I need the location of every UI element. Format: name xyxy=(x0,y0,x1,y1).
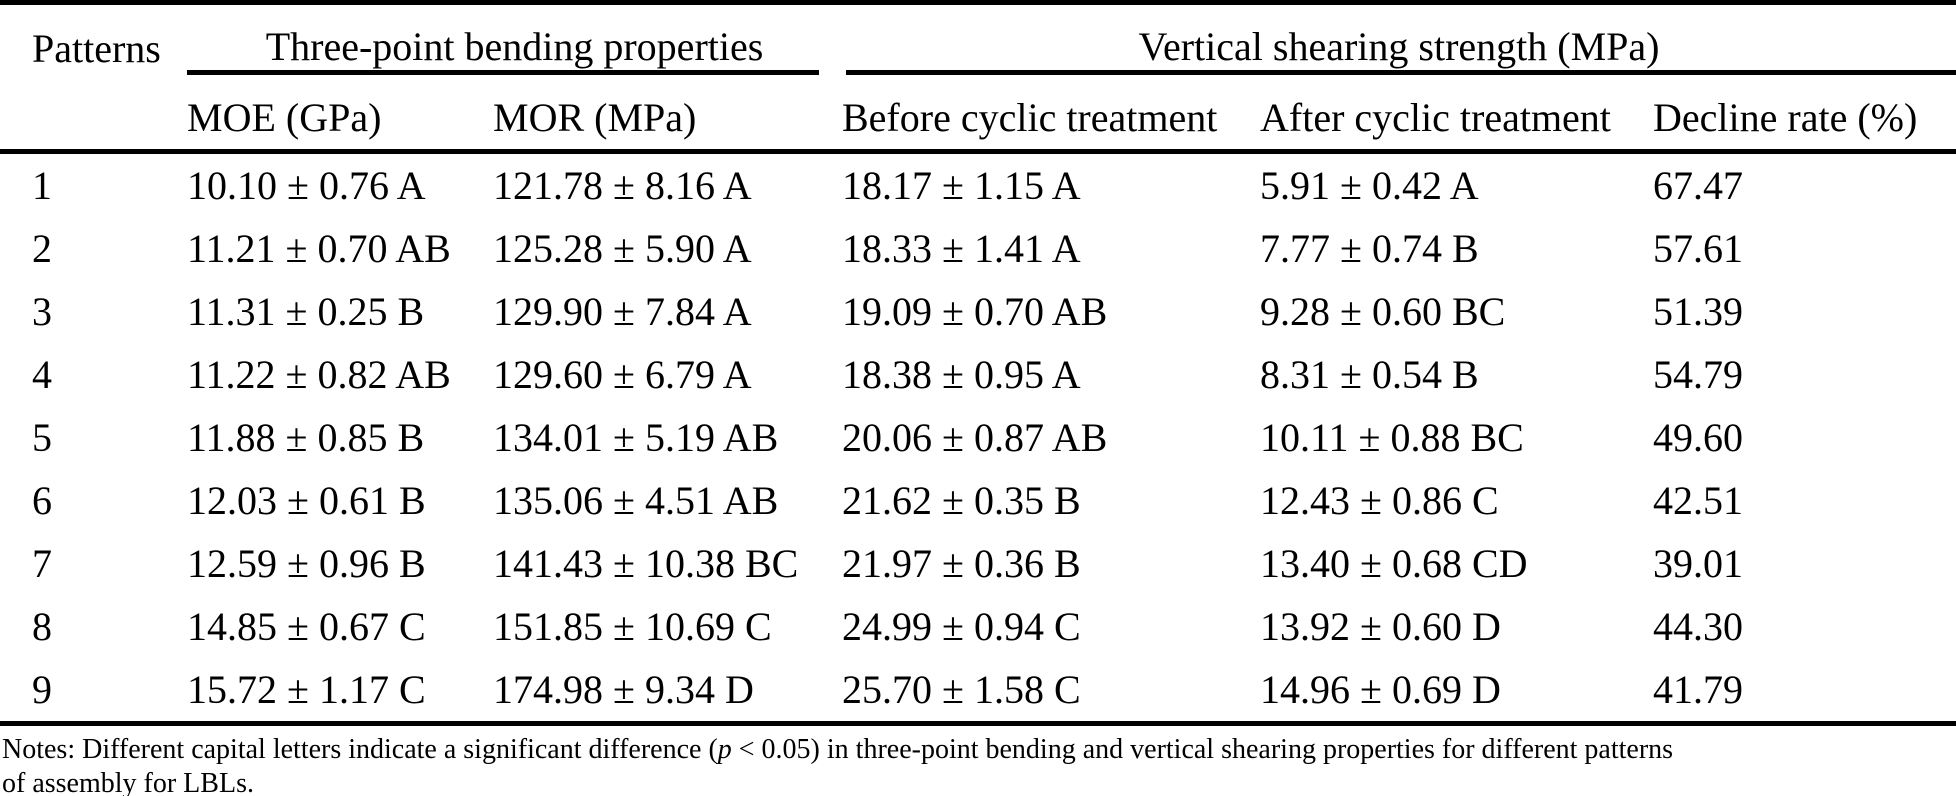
cell-before: 18.38 ± 0.95 A xyxy=(842,352,1081,397)
table-row: 2 11.21 ± 0.70 AB 125.28 ± 5.90 A 18.33 … xyxy=(0,217,1956,280)
cell-mor: 141.43 ± 10.38 BC xyxy=(493,541,799,586)
cell-moe: 14.85 ± 0.67 C xyxy=(187,604,426,649)
cell-before: 18.33 ± 1.41 A xyxy=(842,226,1081,271)
cell-after: 5.91 ± 0.42 A xyxy=(1260,163,1479,208)
cell-after: 10.11 ± 0.88 BC xyxy=(1260,415,1524,460)
cell-pattern: 4 xyxy=(32,352,52,397)
column-header-patterns: Patterns xyxy=(0,2,187,154)
cell-decline: 44.30 xyxy=(1653,604,1743,649)
cell-before: 21.97 ± 0.36 B xyxy=(842,541,1081,586)
table-row: 1 10.10 ± 0.76 A 121.78 ± 8.16 A 18.17 ±… xyxy=(0,152,1956,218)
table-row: 5 11.88 ± 0.85 B 134.01 ± 5.19 AB 20.06 … xyxy=(0,406,1956,469)
cell-moe: 11.31 ± 0.25 B xyxy=(187,289,425,334)
table-row: 9 15.72 ± 1.17 C 174.98 ± 9.34 D 25.70 ±… xyxy=(0,658,1956,724)
cell-before: 24.99 ± 0.94 C xyxy=(842,604,1081,649)
cell-moe: 11.88 ± 0.85 B xyxy=(187,415,425,460)
group-header-shearing: Vertical shearing strength (MPa) xyxy=(1138,24,1660,69)
column-header-after: After cyclic treatment xyxy=(1260,75,1653,154)
table-row: 7 12.59 ± 0.96 B 141.43 ± 10.38 BC 21.97… xyxy=(0,532,1956,595)
cell-moe: 15.72 ± 1.17 C xyxy=(187,667,426,712)
cell-after: 13.92 ± 0.60 D xyxy=(1260,604,1501,649)
cell-before: 25.70 ± 1.58 C xyxy=(842,667,1081,712)
table-row: 4 11.22 ± 0.82 AB 129.60 ± 6.79 A 18.38 … xyxy=(0,343,1956,406)
cell-moe: 10.10 ± 0.76 A xyxy=(187,163,426,208)
cell-mor: 135.06 ± 4.51 AB xyxy=(493,478,779,523)
bending-group-rule xyxy=(187,70,819,75)
cell-moe: 11.22 ± 0.82 AB xyxy=(187,352,451,397)
cell-before: 19.09 ± 0.70 AB xyxy=(842,289,1108,334)
column-header-moe: MOE (GPa) xyxy=(187,75,493,154)
cell-moe: 11.21 ± 0.70 AB xyxy=(187,226,451,271)
results-table: Patterns Three-point bending properties … xyxy=(0,0,1956,726)
cell-pattern: 1 xyxy=(32,163,52,208)
group-header-shearing-cell: Vertical shearing strength (MPa) xyxy=(842,3,1956,75)
notes-text-2: < 0.05) in three-point bending and verti… xyxy=(731,734,1674,765)
cell-moe: 12.59 ± 0.96 B xyxy=(187,541,426,586)
cell-before: 21.62 ± 0.35 B xyxy=(842,478,1081,523)
cell-mor: 129.90 ± 7.84 A xyxy=(493,289,752,334)
cell-decline: 54.79 xyxy=(1653,352,1743,397)
notes-text-3: of assembly for LBLs. xyxy=(2,768,254,796)
cell-after: 9.28 ± 0.60 BC xyxy=(1260,289,1506,334)
table-row: 8 14.85 ± 0.67 C 151.85 ± 10.69 C 24.99 … xyxy=(0,595,1956,658)
cell-decline: 41.79 xyxy=(1653,667,1743,712)
group-header-bending-cell: Three-point bending properties xyxy=(187,3,842,75)
cell-before: 18.17 ± 1.15 A xyxy=(842,163,1081,208)
cell-pattern: 8 xyxy=(32,604,52,649)
table-notes: Notes: Different capital letters indicat… xyxy=(2,733,1956,796)
column-header-before: Before cyclic treatment xyxy=(842,75,1260,154)
cell-pattern: 9 xyxy=(32,667,52,712)
shearing-group-rule xyxy=(846,70,1956,75)
table-row: 6 12.03 ± 0.61 B 135.06 ± 4.51 AB 21.62 … xyxy=(0,469,1956,532)
notes-text-1: Notes: Different capital letters indicat… xyxy=(2,734,718,765)
column-header-mor: MOR (MPa) xyxy=(493,75,842,154)
cell-decline: 49.60 xyxy=(1653,415,1743,460)
cell-decline: 67.47 xyxy=(1653,163,1743,208)
cell-mor: 125.28 ± 5.90 A xyxy=(493,226,752,271)
cell-mor: 174.98 ± 9.34 D xyxy=(493,667,754,712)
group-header-bending: Three-point bending properties xyxy=(265,24,764,69)
cell-pattern: 2 xyxy=(32,226,52,271)
cell-decline: 39.01 xyxy=(1653,541,1743,586)
notes-p-italic: p xyxy=(717,734,732,765)
cell-pattern: 3 xyxy=(32,289,52,334)
cell-mor: 129.60 ± 6.79 A xyxy=(493,352,752,397)
cell-after: 7.77 ± 0.74 B xyxy=(1260,226,1479,271)
cell-mor: 134.01 ± 5.19 AB xyxy=(493,415,779,460)
cell-pattern: 5 xyxy=(32,415,52,460)
cell-moe: 12.03 ± 0.61 B xyxy=(187,478,426,523)
cell-after: 8.31 ± 0.54 B xyxy=(1260,352,1479,397)
cell-decline: 51.39 xyxy=(1653,289,1743,334)
table-row: 3 11.31 ± 0.25 B 129.90 ± 7.84 A 19.09 ±… xyxy=(0,280,1956,343)
cell-before: 20.06 ± 0.87 AB xyxy=(842,415,1108,460)
cell-after: 14.96 ± 0.69 D xyxy=(1260,667,1501,712)
cell-mor: 151.85 ± 10.69 C xyxy=(493,604,772,649)
cell-after: 12.43 ± 0.86 C xyxy=(1260,478,1499,523)
sub-header-row: MOE (GPa) MOR (MPa) Before cyclic treatm… xyxy=(0,75,1956,154)
cell-mor: 121.78 ± 8.16 A xyxy=(493,163,752,208)
column-header-decline: Decline rate (%) xyxy=(1653,75,1956,154)
cell-decline: 42.51 xyxy=(1653,478,1743,523)
cell-pattern: 6 xyxy=(32,478,52,523)
cell-after: 13.40 ± 0.68 CD xyxy=(1260,541,1528,586)
cell-decline: 57.61 xyxy=(1653,226,1743,271)
group-header-row: Patterns Three-point bending properties … xyxy=(0,2,1956,154)
cell-pattern: 7 xyxy=(32,541,52,586)
